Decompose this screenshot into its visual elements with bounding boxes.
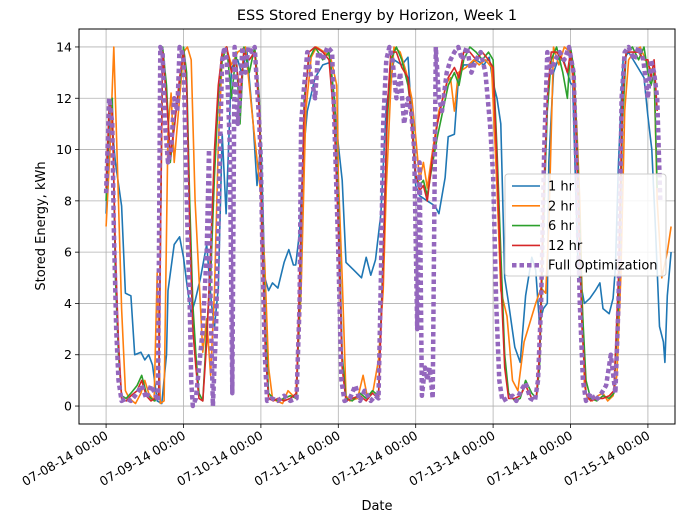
y-tick-label: 12 (56, 91, 72, 106)
y-tick-label: 2 (64, 347, 72, 362)
y-tick-label: 6 (64, 245, 72, 260)
plot-area-frame (78, 28, 676, 425)
y-axis-ticks: 0 2 4 6 8 10 12 14 (56, 39, 79, 414)
series-line-full-optimization (103, 44, 663, 409)
y-tick-label: 14 (56, 39, 72, 54)
legend-label: Full Optimization (548, 259, 658, 274)
legend-label: 1 hr (548, 180, 575, 195)
series-line-12-hr (105, 46, 658, 402)
y-axis-label: Stored Energy, kWh (34, 161, 49, 290)
y-tick-label: 8 (64, 193, 72, 208)
series-line-6-hr (105, 46, 658, 402)
legend: 1 hr 2 hr 6 hr 12 hr Full Optimization (504, 173, 667, 277)
y-tick-label: 0 (64, 399, 72, 414)
legend-label: 12 hr (548, 239, 583, 254)
legend-label: 6 hr (548, 219, 575, 234)
y-tick-label: 10 (56, 142, 72, 157)
legend-box (504, 173, 667, 277)
legend-label: 2 hr (548, 199, 575, 214)
chart-title: ESS Stored Energy by Horizon, Week 1 (237, 8, 517, 24)
y-tick-label: 4 (64, 296, 72, 311)
x-axis-label: Date (361, 499, 392, 514)
